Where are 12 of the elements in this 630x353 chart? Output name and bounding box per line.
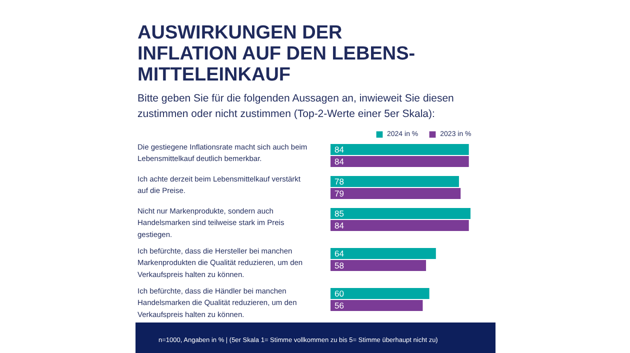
data-label: 60 xyxy=(334,288,344,298)
chart-title: AUSWIRKUNGEN DER INFLATION AUF DEN LEBENS-MITTELEINKAUF xyxy=(138,22,416,86)
data-label: 78 xyxy=(334,176,344,186)
data-label: 64 xyxy=(334,248,344,258)
data-label: 79 xyxy=(334,188,344,198)
chart-subtitle: Bitte geben Sie für die folgenden Aussagen an, inwieweit Sie diesen zustimmen oder nicht zustimmen (Top-2-Werte einer 5er Skala): xyxy=(138,92,454,120)
data-label: 84 xyxy=(334,144,344,154)
data-label: 84 xyxy=(334,220,344,230)
data-label: 85 xyxy=(334,208,344,218)
data-label: 58 xyxy=(334,260,344,270)
data-label: 56 xyxy=(334,300,344,310)
data-label: 84 xyxy=(334,156,344,166)
